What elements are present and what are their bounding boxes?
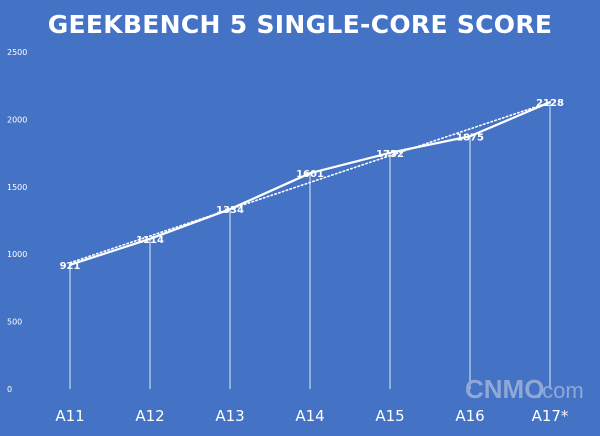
y-tick-label: 1000	[7, 250, 27, 259]
data-label: 1875	[456, 132, 484, 143]
y-tick-label: 0	[7, 385, 12, 394]
x-tick-label: A12	[135, 407, 164, 425]
watermark-domain: .com	[536, 378, 584, 403]
y-tick-label: 1500	[7, 183, 27, 192]
series-line	[68, 101, 552, 266]
data-label: 1334	[216, 205, 244, 216]
data-label: 921	[60, 261, 81, 272]
x-tick-label: A15	[375, 407, 404, 425]
x-tick-label: A17*	[532, 407, 569, 425]
x-tick-label: A14	[295, 407, 324, 425]
x-tick-label: A16	[455, 407, 484, 425]
watermark-brand: CNMO	[465, 374, 544, 404]
data-label: 1752	[376, 149, 404, 160]
data-label: 1114	[136, 235, 164, 246]
data-label: 2128	[536, 98, 564, 109]
y-tick-label: 500	[7, 318, 22, 327]
y-tick-label: 2500	[7, 48, 27, 57]
trend-line	[69, 101, 551, 264]
chart-title: GEEKBENCH 5 SINGLE-CORE SCORE	[47, 10, 553, 39]
x-tick-label: A13	[215, 407, 244, 425]
y-tick-label: 2000	[7, 115, 27, 124]
x-tick-label: A11	[55, 407, 84, 425]
data-label: 1601	[296, 169, 324, 180]
